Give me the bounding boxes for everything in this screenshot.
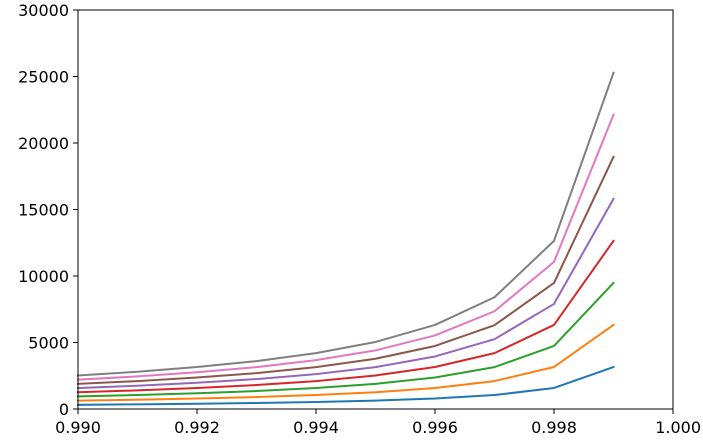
x-tick-label: 0.992 — [174, 418, 220, 437]
y-tick-label: 15000 — [18, 201, 69, 220]
series-line-2 — [76, 323, 615, 402]
y-tick-label: 25000 — [18, 68, 69, 87]
series-line-7 — [76, 113, 615, 381]
series-line-5 — [76, 197, 615, 390]
series-line-3 — [76, 281, 615, 398]
series-line-4 — [76, 239, 615, 394]
x-tick-label: 0.996 — [412, 418, 458, 437]
x-axis: 0.990 0.992 0.994 0.996 0.998 1.000 — [55, 409, 701, 437]
y-tick-label: 0 — [59, 400, 69, 419]
x-tick-label: 0.994 — [293, 418, 339, 437]
y-axis: 0 5000 10000 15000 20000 25000 30000 — [18, 1, 78, 419]
y-tick-label: 30000 — [18, 1, 69, 20]
x-tick-label: 1.000 — [655, 418, 701, 437]
y-tick-label: 10000 — [18, 267, 69, 286]
series-line-8 — [76, 71, 615, 377]
plot-frame — [77, 9, 674, 410]
y-tick-label: 20000 — [18, 134, 69, 153]
x-tick-label: 0.990 — [55, 418, 101, 437]
y-tick-label: 5000 — [28, 334, 69, 353]
series-line-6 — [76, 155, 615, 385]
x-tick-label: 0.998 — [531, 418, 577, 437]
series-layer — [76, 71, 615, 406]
series-line-1 — [76, 365, 615, 406]
